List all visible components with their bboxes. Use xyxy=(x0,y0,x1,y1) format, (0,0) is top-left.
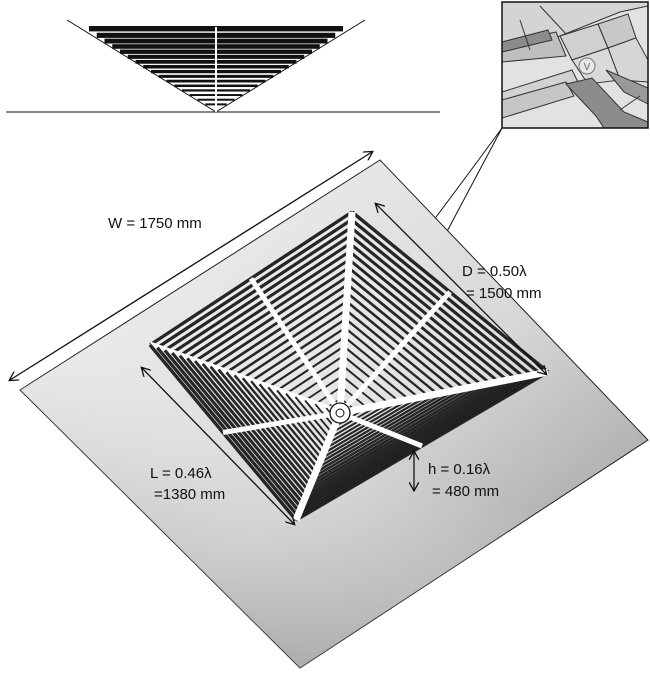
depth-dimension-arrow xyxy=(376,204,546,374)
feed-point-inner xyxy=(335,408,345,418)
side-view-right-edge xyxy=(215,19,366,113)
width-dimension-arrow xyxy=(10,152,372,380)
feed-port-icon xyxy=(578,57,596,75)
length-ratio-label: L = 0.46λ xyxy=(150,465,212,482)
feed-point xyxy=(329,402,351,424)
depth-mm-label: = 1500 mm xyxy=(466,285,541,302)
pyramid-edge xyxy=(339,368,549,417)
inset-frame xyxy=(501,1,649,129)
pyramid-edge xyxy=(292,411,344,522)
face-spine xyxy=(339,410,423,449)
width-label: W = 1750 mm xyxy=(108,215,202,232)
height-mm-label: = 480 mm xyxy=(432,483,499,500)
depth-ratio-label: D = 0.50λ xyxy=(462,263,527,280)
side-view xyxy=(6,19,440,113)
length-dimension-arrow xyxy=(142,368,294,524)
feed-marker-label: V xyxy=(584,62,591,73)
side-view-left-edge xyxy=(66,19,217,113)
detail-inset: V xyxy=(501,1,649,129)
length-mm-label: =1380 mm xyxy=(154,486,225,503)
height-ratio-label: h = 0.16λ xyxy=(428,461,491,478)
